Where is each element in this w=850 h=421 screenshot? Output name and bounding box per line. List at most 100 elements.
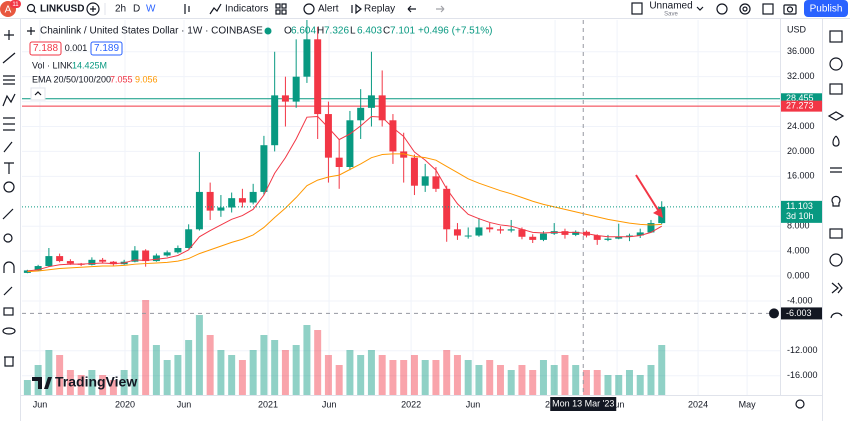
ohlc-value: 6.604 — [291, 26, 316, 37]
hide-tool[interactable] — [2, 327, 16, 335]
y-tick-label: 24.000 — [787, 121, 815, 131]
quick-search[interactable] — [716, 3, 728, 15]
snapshot — [786, 6, 794, 13]
layout-name[interactable]: Unnamed — [649, 1, 692, 12]
avatar-letter: A — [5, 5, 12, 16]
replay[interactable]: Replay — [364, 4, 395, 15]
buy[interactable]: 7.189 — [94, 43, 119, 54]
watchlist[interactable] — [829, 30, 843, 43]
candle-body — [636, 232, 644, 236]
hotlist[interactable] — [832, 135, 840, 147]
x-tick-label: 2024 — [688, 399, 708, 409]
object-tree[interactable] — [827, 111, 845, 121]
add-symbol[interactable] — [86, 2, 100, 16]
left-toolbar — [2, 30, 16, 367]
layout-icon[interactable] — [631, 2, 643, 15]
remove-tool[interactable] — [4, 356, 14, 367]
notifications[interactable] — [830, 312, 843, 319]
text-tool[interactable] — [4, 162, 14, 174]
chart-type-icon[interactable] — [184, 4, 190, 14]
fullscreen[interactable] — [762, 3, 774, 15]
candle-body — [142, 250, 150, 262]
volume-bar — [206, 335, 214, 395]
lock-drawing[interactable] — [3, 286, 13, 296]
dropdown[interactable] — [696, 6, 704, 11]
pattern-tool[interactable] — [2, 93, 16, 107]
y-tick-label: -16.000 — [787, 370, 818, 380]
publish-button[interactable] — [804, 0, 848, 17]
zoom-tool[interactable] — [3, 233, 13, 243]
volume-bar — [421, 360, 429, 395]
trend-tool[interactable] — [2, 52, 16, 64]
alert[interactable]: Alert — [318, 4, 339, 15]
candle-body — [99, 259, 107, 262]
icon-tool[interactable] — [3, 181, 15, 193]
indicators-icon[interactable] — [209, 3, 222, 15]
buy-box[interactable] — [90, 41, 123, 56]
alerts[interactable] — [829, 57, 843, 71]
ideas[interactable] — [831, 195, 841, 207]
chat[interactable] — [829, 228, 843, 239]
volume-bar — [228, 355, 236, 395]
x-tick-label: Jun — [177, 399, 192, 409]
candle-body — [131, 250, 139, 262]
replay-icon[interactable] — [351, 3, 362, 15]
time-settings[interactable] — [795, 399, 805, 409]
sell[interactable]: 7.188 — [33, 43, 58, 54]
interval[interactable]: D — [133, 4, 140, 15]
indicators[interactable]: Indicators — [225, 4, 268, 15]
search-icon[interactable] — [26, 3, 36, 13]
layout-icon[interactable] — [275, 3, 281, 9]
calendar[interactable] — [830, 167, 842, 173]
volume-bar — [647, 365, 655, 395]
settings[interactable] — [739, 3, 751, 15]
candle-body — [593, 235, 601, 240]
volume-bar — [335, 365, 343, 395]
collapse-legend[interactable] — [30, 87, 46, 101]
countdown: 3d 10h — [786, 211, 814, 221]
volume-bar — [260, 335, 268, 395]
crosshair-tool[interactable] — [4, 30, 14, 40]
magnet-tool[interactable] — [3, 261, 15, 273]
streams[interactable] — [831, 282, 843, 294]
brush-tool[interactable] — [3, 141, 13, 153]
candle-body — [88, 259, 96, 265]
ohlc-label: C — [383, 26, 390, 37]
ohlc: O 6.604 H 7.326 L 6.403 C 7.101 — [284, 26, 415, 37]
search-icon — [33, 10, 37, 14]
volume-bar — [453, 355, 461, 395]
redo[interactable] — [436, 5, 445, 13]
crosshair-y-label: -6.003 — [786, 308, 812, 318]
undo[interactable] — [407, 5, 416, 13]
volume-bar — [249, 350, 257, 395]
ohlc-value: 7.101 — [390, 26, 415, 37]
volume-bar — [615, 375, 623, 395]
data-window[interactable] — [829, 83, 843, 95]
volume-bar — [346, 350, 354, 395]
volume-bar — [636, 375, 644, 395]
volume-bar — [142, 300, 150, 395]
volume-bar — [303, 325, 311, 395]
legend-title: Chainlink / United States Dollar · 1W · … — [40, 26, 263, 37]
y-tick-label: 16.000 — [787, 171, 815, 181]
publish[interactable]: Publish — [810, 4, 843, 15]
lock-tool[interactable] — [3, 307, 14, 316]
candle-body — [303, 39, 311, 77]
forecast-tool[interactable] — [3, 117, 15, 131]
volume-bar — [572, 365, 580, 395]
symbol[interactable]: LINKUSD — [40, 4, 84, 15]
crosshair-x-label: Mon 13 Mar '23 — [552, 398, 614, 408]
alert-icon[interactable] — [303, 3, 315, 15]
ruler-tool[interactable] — [2, 208, 14, 220]
snapshot[interactable] — [783, 4, 797, 15]
volume-bar — [77, 375, 85, 395]
ohlc-value: 6.403 — [357, 26, 382, 37]
help[interactable] — [829, 253, 843, 267]
interval[interactable]: 2h — [115, 4, 126, 15]
fib-tool[interactable] — [3, 75, 15, 85]
save-label[interactable]: Save — [664, 12, 678, 18]
candle-body — [507, 229, 515, 231]
sell-box[interactable] — [29, 41, 62, 56]
price-label: 28.455 — [786, 93, 814, 103]
interval-active[interactable]: W — [146, 4, 156, 15]
